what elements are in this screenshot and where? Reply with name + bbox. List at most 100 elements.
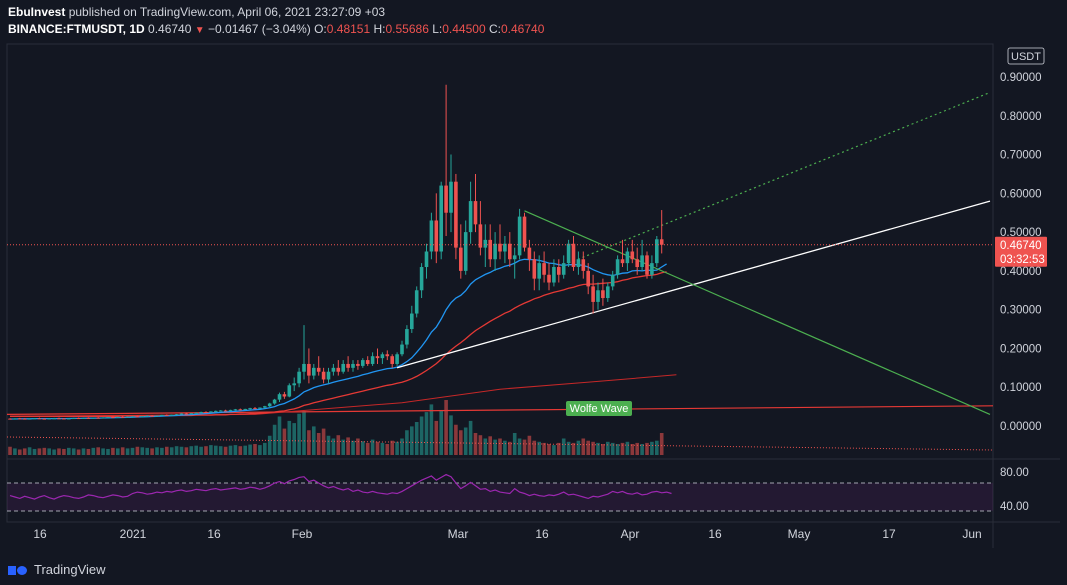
volume-bar xyxy=(57,448,61,455)
candle-body xyxy=(463,232,468,271)
x-tick-label: 16 xyxy=(207,527,221,541)
candle-body xyxy=(356,363,360,366)
candle-body xyxy=(150,415,154,417)
tradingview-branding[interactable]: TradingView xyxy=(8,562,106,577)
volume-bar xyxy=(248,444,252,455)
candle-body xyxy=(238,409,243,411)
candle-body xyxy=(576,259,581,268)
brand-name: TradingView xyxy=(34,562,106,577)
volume-bar xyxy=(346,437,350,455)
y-tick-label: 0.80000 xyxy=(1000,111,1042,123)
volume-bar xyxy=(591,441,595,455)
x-tick-label: 16 xyxy=(708,527,722,541)
candle-body xyxy=(640,255,644,268)
volume-bar xyxy=(596,442,600,455)
candle-body xyxy=(27,418,32,420)
volume-bar xyxy=(307,430,311,455)
candle-body xyxy=(67,418,71,420)
price-badge-value: 0.46740 xyxy=(1000,240,1042,252)
volume-bar xyxy=(498,438,502,455)
ma-200-line xyxy=(6,405,994,415)
candle-body xyxy=(635,259,639,268)
candle-body xyxy=(537,263,541,279)
volume-bar xyxy=(209,445,213,455)
candle-body xyxy=(302,363,306,372)
candle-body xyxy=(645,255,649,275)
candle-body xyxy=(120,416,125,418)
open-label: O: xyxy=(314,22,327,36)
volume-bar xyxy=(253,444,257,455)
candle-body xyxy=(601,290,605,299)
candle-body xyxy=(76,418,81,420)
candle-body xyxy=(62,418,66,420)
volume-bar xyxy=(468,420,473,455)
y-tick-label: 0.50000 xyxy=(1000,227,1042,239)
volume-bar xyxy=(635,442,639,455)
candle-body xyxy=(189,413,194,415)
candle-body xyxy=(429,220,434,252)
volume-bar xyxy=(277,416,282,455)
volume-bar xyxy=(463,427,468,455)
symbol-name[interactable]: BINANCE:FTMUSDT xyxy=(8,22,123,36)
volume-bar xyxy=(375,441,380,455)
y-tick-label: 0.10000 xyxy=(1000,382,1042,394)
currency-label: USDT xyxy=(1011,51,1041,63)
candle-body xyxy=(214,410,218,412)
volume-bar xyxy=(228,445,233,455)
candle-body xyxy=(233,409,238,411)
candle-body xyxy=(503,243,507,252)
volume-bar xyxy=(331,438,336,455)
candle-body xyxy=(380,354,385,359)
x-tick-label: 16 xyxy=(33,527,47,541)
volume-bar xyxy=(410,426,414,455)
candle-body xyxy=(655,239,659,264)
candle-body xyxy=(571,243,576,268)
candle-body xyxy=(267,403,272,407)
candle-body xyxy=(365,360,370,364)
volume-bar xyxy=(601,444,605,455)
volume-bar xyxy=(194,445,198,455)
publisher-name[interactable]: EbuInvest xyxy=(8,5,66,19)
candle-body xyxy=(277,394,282,400)
candle-body xyxy=(184,413,189,415)
candle-body xyxy=(8,418,12,420)
published-text: published on TradingView.com, April 06, … xyxy=(68,5,386,19)
candle-body xyxy=(620,259,625,264)
volume-bar xyxy=(493,439,497,455)
volume-bar xyxy=(527,435,532,455)
volume-bar xyxy=(106,448,110,455)
candle-body xyxy=(116,416,120,418)
candle-body xyxy=(106,417,110,419)
volume-bar xyxy=(321,428,326,455)
candle-body xyxy=(292,383,296,386)
volume-bar xyxy=(135,446,140,455)
volume-bar xyxy=(155,447,159,455)
descending-trendline xyxy=(524,210,991,415)
last-price: 0.46740 xyxy=(148,22,192,36)
volume-bar xyxy=(341,439,345,455)
candle-body xyxy=(522,216,527,248)
candle-body xyxy=(449,181,453,213)
candle-body xyxy=(101,417,105,419)
volume-bar xyxy=(561,438,566,455)
candle-body xyxy=(169,414,174,416)
volume-bar xyxy=(586,440,590,455)
volume-bar xyxy=(218,446,223,455)
low-label: L: xyxy=(432,22,443,36)
volume-bar xyxy=(76,449,81,455)
volume-bar xyxy=(130,447,135,455)
volume-bar xyxy=(316,433,321,455)
candle-body xyxy=(532,259,537,279)
candle-body xyxy=(272,399,277,404)
volume-bar xyxy=(272,424,277,455)
candle-body xyxy=(444,185,448,213)
volume-bar xyxy=(96,447,100,455)
candle-body xyxy=(625,251,630,264)
open-value: 0.48151 xyxy=(326,22,371,36)
volume-bar xyxy=(414,422,419,455)
volume-bar xyxy=(625,441,630,455)
volume-bar xyxy=(444,400,448,455)
volume-bar xyxy=(650,441,654,455)
volume-bar xyxy=(42,447,47,455)
